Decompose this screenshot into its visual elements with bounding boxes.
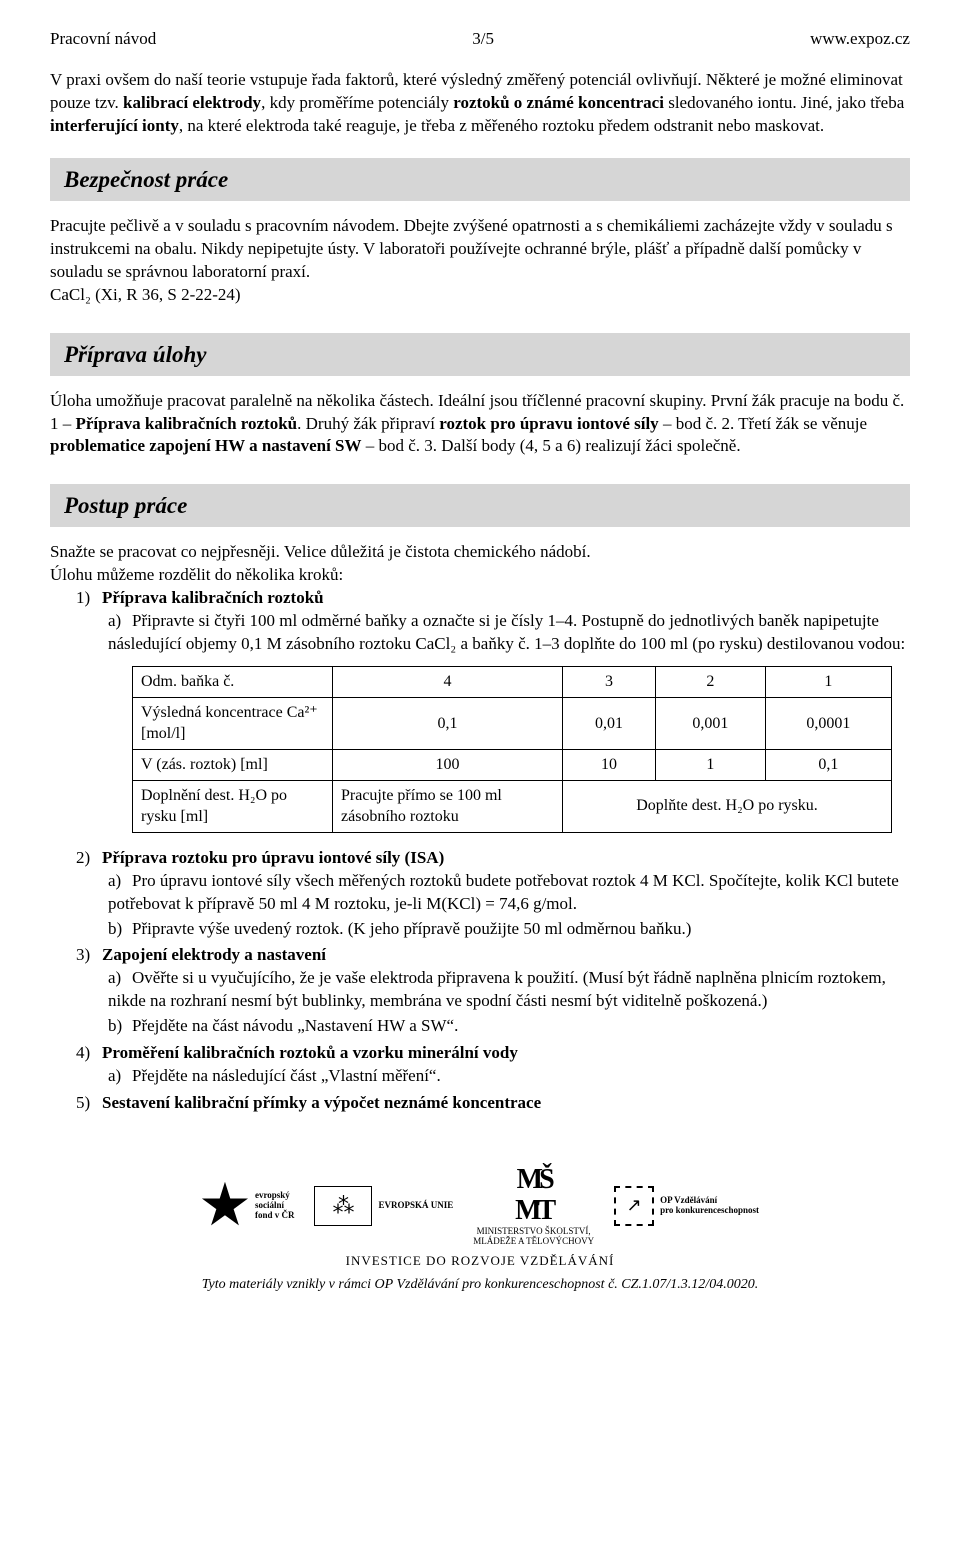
calibration-table: Odm. baňka č. 4 3 2 1 Výsledná koncentra… <box>132 666 892 833</box>
intro-paragraph: V praxi ovšem do naší teorie vstupuje řa… <box>50 69 910 138</box>
step-3b: b)Přejděte na část návodu „Nastavení HW … <box>108 1015 910 1038</box>
page-footer: evropský sociální fond v ČR ⁂ EVROPSKÁ U… <box>50 1165 910 1295</box>
safety-heading: Bezpečnost práce <box>50 158 910 201</box>
msmt-icon: MŠMT <box>473 1165 594 1227</box>
procedure-heading: Postup práce <box>50 484 910 527</box>
procedure-body: Snažte se pracovat co nejpřesněji. Velic… <box>50 541 910 1115</box>
step-2: 2)Příprava roztoku pro úpravu iontové sí… <box>76 847 910 941</box>
header-center: 3/5 <box>472 28 494 51</box>
header-right: www.expoz.cz <box>810 28 910 51</box>
page-header: Pracovní návod 3/5 www.expoz.cz <box>50 28 910 51</box>
footer-logos: evropský sociální fond v ČR ⁂ EVROPSKÁ U… <box>50 1165 910 1246</box>
invest-line: INVESTICE DO ROZVOJE VZDĚLÁVÁNÍ <box>50 1252 910 1270</box>
op-logo: ↗ OP Vzdělávání pro konkurenceschopnost <box>614 1186 759 1226</box>
step-1a: a)Připravte si čtyři 100 ml odměrné baňk… <box>108 610 910 656</box>
step-3: 3)Zapojení elektrody a nastavení a)Ověřt… <box>76 944 910 1038</box>
step-2a: a)Pro úpravu iontové síly všech měřených… <box>108 870 910 916</box>
step-1: 1)Příprava kalibračních roztoků a)Připra… <box>76 587 910 832</box>
eu-logo: ⁂ EVROPSKÁ UNIE <box>314 1186 453 1226</box>
esf-star-icon <box>201 1182 249 1230</box>
safety-body: Pracujte pečlivě a v souladu s pracovním… <box>50 215 910 307</box>
header-left: Pracovní návod <box>50 28 156 51</box>
step-3a: a)Ověřte si u vyučujícího, že je vaše el… <box>108 967 910 1013</box>
msmt-logo: MŠMT MINISTERSTVO ŠKOLSTVÍ, MLÁDEŽE A TĚ… <box>473 1165 594 1246</box>
esf-logo: evropský sociální fond v ČR <box>201 1182 295 1230</box>
prep-heading: Příprava úlohy <box>50 333 910 376</box>
step-2b: b)Připravte výše uvedený roztok. (K jeho… <box>108 918 910 941</box>
step-4a: a)Přejděte na následující část „Vlastní … <box>108 1065 910 1088</box>
prep-body: Úloha umožňuje pracovat paralelně na něk… <box>50 390 910 459</box>
eu-flag-icon: ⁂ <box>314 1186 372 1226</box>
op-icon: ↗ <box>614 1186 654 1226</box>
step-5: 5)Sestavení kalibrační přímky a výpočet … <box>76 1092 910 1115</box>
credit-line: Tyto materiály vznikly v rámci OP Vzdělá… <box>50 1276 910 1295</box>
step-4: 4)Proměření kalibračních roztoků a vzork… <box>76 1042 910 1088</box>
